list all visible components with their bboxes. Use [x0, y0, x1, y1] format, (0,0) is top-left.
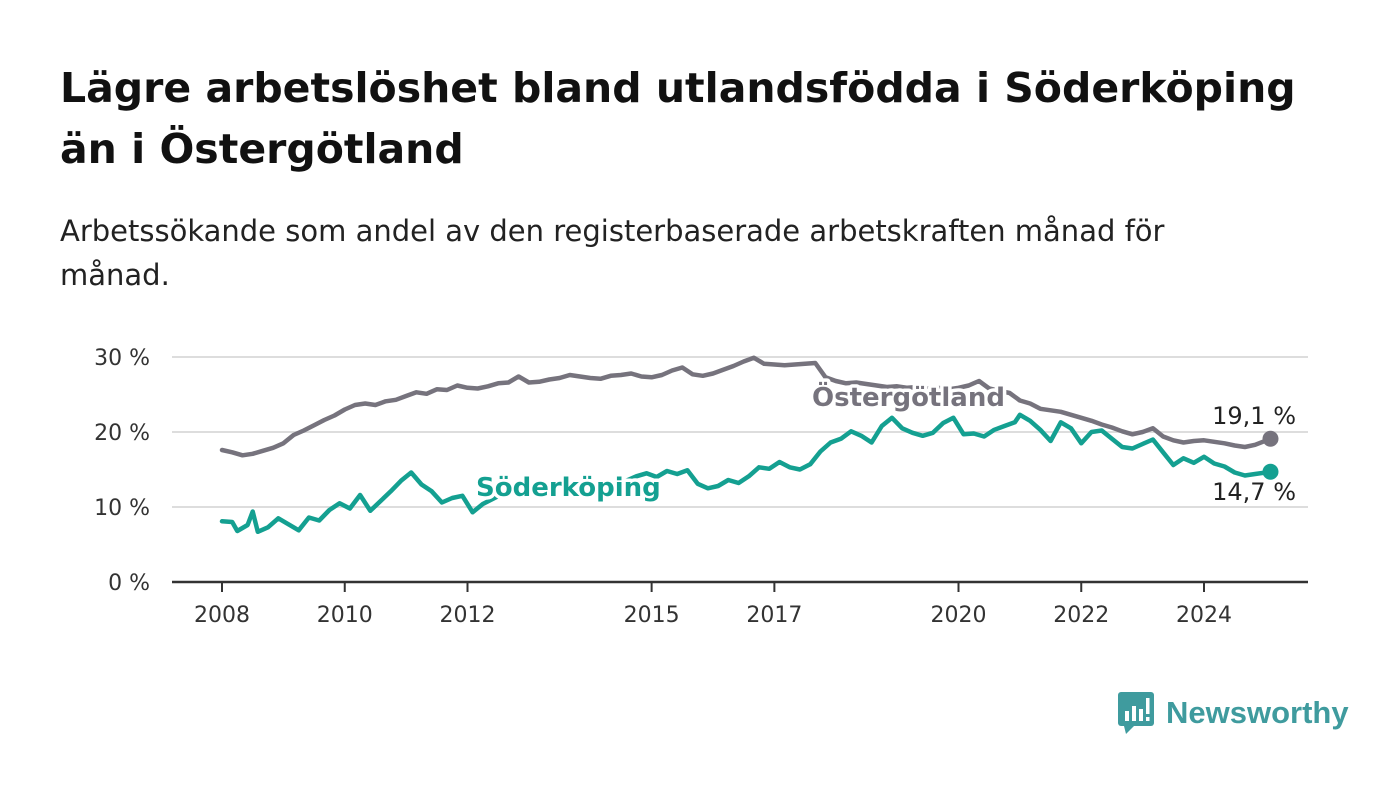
x-tick-label: 2024 — [1176, 603, 1232, 628]
end-point-ostergotland — [1262, 430, 1279, 447]
series-line-ostergotland — [219, 355, 1273, 458]
series-label-ostergotland: Östergötland — [812, 380, 1005, 413]
x-tick-label: 2008 — [194, 603, 250, 628]
y-tick-label: 20 % — [94, 421, 150, 446]
axes: 0 % 10 % 20 % 30 % 2008 2010 2012 2015 2017 2020 2… — [94, 346, 1308, 628]
end-label-ostergotland: 19,1 % — [1212, 402, 1296, 430]
end-point-soderkoping — [1262, 463, 1279, 480]
x-tick-label: 2022 — [1053, 603, 1109, 628]
x-tick-label: 2015 — [624, 603, 680, 628]
newsworthy-logo: Newsworthy — [1118, 690, 1349, 736]
series-labels: Östergötland Söderköping 19,1 % 14,7 % — [473, 377, 1300, 510]
series-line-soderkoping — [219, 412, 1273, 535]
chart-title: Lägre arbetslöshet bland utlandsfödda i … — [60, 64, 1296, 173]
x-tick-label: 2020 — [931, 603, 987, 628]
series-label-soderkoping: Söderköping — [476, 473, 661, 503]
chart-subtitle: Arbetssökande som andel av den registerb… — [60, 214, 1165, 292]
x-tick-label: 2012 — [440, 603, 496, 628]
y-tick-label: 30 % — [94, 346, 150, 371]
y-tick-label: 0 % — [108, 571, 150, 596]
end-label-soderkoping: 14,7 % — [1212, 478, 1296, 506]
x-tick-label: 2017 — [746, 603, 802, 628]
series-lines — [219, 355, 1279, 535]
x-tick-label: 2010 — [317, 603, 373, 628]
y-tick-label: 10 % — [94, 496, 150, 521]
bar-chart-icon — [1118, 692, 1154, 734]
brand-name: Newsworthy — [1166, 695, 1349, 730]
